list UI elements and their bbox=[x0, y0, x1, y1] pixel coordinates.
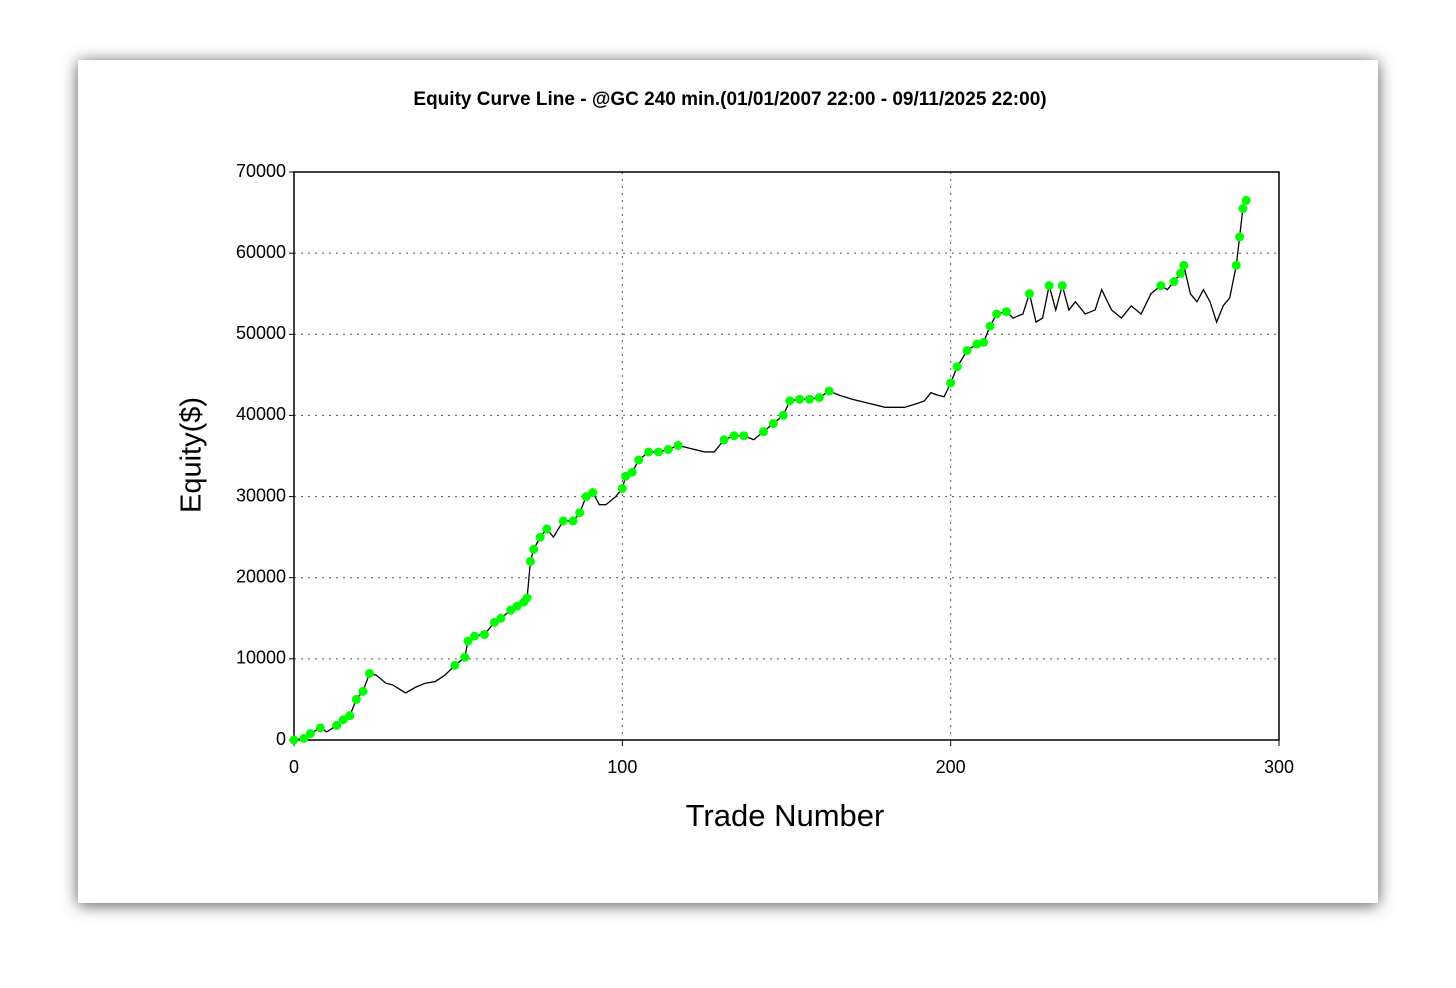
new-high-marker bbox=[315, 723, 325, 733]
new-high-marker bbox=[1179, 260, 1189, 270]
new-high-marker bbox=[1057, 281, 1067, 291]
new-high-marker bbox=[634, 455, 644, 465]
new-high-marker bbox=[946, 378, 956, 388]
new-high-marker bbox=[979, 337, 988, 347]
new-high-marker bbox=[558, 516, 568, 526]
new-high-marker bbox=[768, 419, 778, 429]
new-high-marker bbox=[985, 321, 995, 331]
new-high-marker bbox=[1024, 289, 1034, 299]
y-tick-label: 40000 bbox=[236, 404, 286, 424]
new-high-marker bbox=[814, 393, 824, 403]
new-high-marker bbox=[1001, 307, 1011, 317]
y-axis-title: Equity($) bbox=[176, 397, 208, 513]
card bbox=[78, 60, 1378, 903]
new-high-marker bbox=[351, 694, 361, 704]
new-high-marker bbox=[663, 445, 673, 455]
new-high-marker bbox=[470, 631, 480, 641]
new-high-marker bbox=[289, 735, 299, 745]
new-high-marker bbox=[719, 435, 729, 445]
new-high-marker bbox=[460, 652, 470, 662]
new-high-marker bbox=[479, 630, 489, 640]
new-high-marker bbox=[1176, 268, 1185, 278]
new-high-marker bbox=[575, 508, 585, 518]
new-high-marker bbox=[617, 483, 627, 493]
new-high-marker bbox=[1231, 260, 1241, 270]
new-high-marker bbox=[581, 492, 591, 502]
new-high-marker bbox=[305, 729, 315, 739]
new-high-marker bbox=[299, 733, 309, 743]
y-tick-label: 50000 bbox=[236, 323, 286, 343]
new-high-marker bbox=[525, 556, 535, 566]
new-high-marker bbox=[992, 309, 1002, 319]
y-tick-label: 20000 bbox=[236, 566, 286, 586]
y-tick-label: 0 bbox=[276, 729, 286, 749]
x-tick-label: 300 bbox=[1264, 757, 1294, 777]
chart-title: Equity Curve Line - @GC 240 min.(01/01/2… bbox=[413, 89, 1046, 110]
new-high-marker bbox=[345, 711, 355, 721]
new-high-marker bbox=[644, 447, 654, 457]
new-high-marker bbox=[759, 427, 769, 437]
new-high-marker bbox=[621, 471, 631, 481]
x-tick-label: 0 bbox=[289, 757, 299, 777]
y-tick-label: 60000 bbox=[236, 242, 286, 262]
new-high-marker bbox=[588, 488, 598, 498]
new-high-marker bbox=[463, 636, 473, 646]
new-high-marker bbox=[962, 346, 972, 356]
new-high-marker bbox=[804, 394, 814, 404]
new-high-marker bbox=[1241, 195, 1251, 205]
y-tick-label: 70000 bbox=[236, 161, 286, 181]
new-high-marker bbox=[729, 431, 739, 441]
equity-line bbox=[293, 200, 1247, 741]
x-tick-label: 200 bbox=[936, 757, 966, 777]
new-high-marker bbox=[496, 613, 506, 623]
y-tick-label: 30000 bbox=[236, 485, 286, 505]
new-high-marker bbox=[627, 467, 637, 477]
new-high-marker bbox=[450, 660, 460, 670]
new-high-marker bbox=[529, 544, 539, 554]
new-high-marker bbox=[489, 617, 499, 627]
new-high-marker bbox=[785, 396, 795, 406]
new-high-marker bbox=[739, 431, 749, 441]
new-high-marker bbox=[1238, 204, 1248, 214]
new-high-marker bbox=[653, 447, 663, 457]
new-high-marker bbox=[338, 715, 348, 725]
x-tick-label: 100 bbox=[607, 757, 637, 777]
y-tick-label: 10000 bbox=[236, 648, 286, 668]
x-axis-title: Trade Number bbox=[686, 798, 885, 833]
new-high-marker bbox=[952, 362, 962, 372]
new-high-marker bbox=[535, 532, 545, 542]
new-high-marker bbox=[778, 410, 788, 420]
new-high-marker bbox=[1044, 281, 1054, 291]
new-high-marker bbox=[542, 524, 552, 534]
new-high-marker bbox=[673, 440, 683, 450]
new-high-marker bbox=[795, 394, 805, 404]
new-high-marker bbox=[824, 386, 834, 396]
new-high-marker bbox=[1156, 281, 1166, 291]
new-high-marker bbox=[1169, 277, 1179, 287]
new-high-marker bbox=[332, 720, 342, 730]
new-high-marker bbox=[1235, 232, 1245, 242]
new-high-marker bbox=[522, 593, 532, 603]
plot-frame bbox=[293, 171, 1280, 741]
new-high-marker bbox=[506, 605, 516, 615]
new-high-marker bbox=[512, 601, 522, 611]
new-high-marker bbox=[358, 686, 368, 696]
new-high-marker bbox=[365, 668, 375, 678]
new-high-marker bbox=[568, 516, 578, 526]
